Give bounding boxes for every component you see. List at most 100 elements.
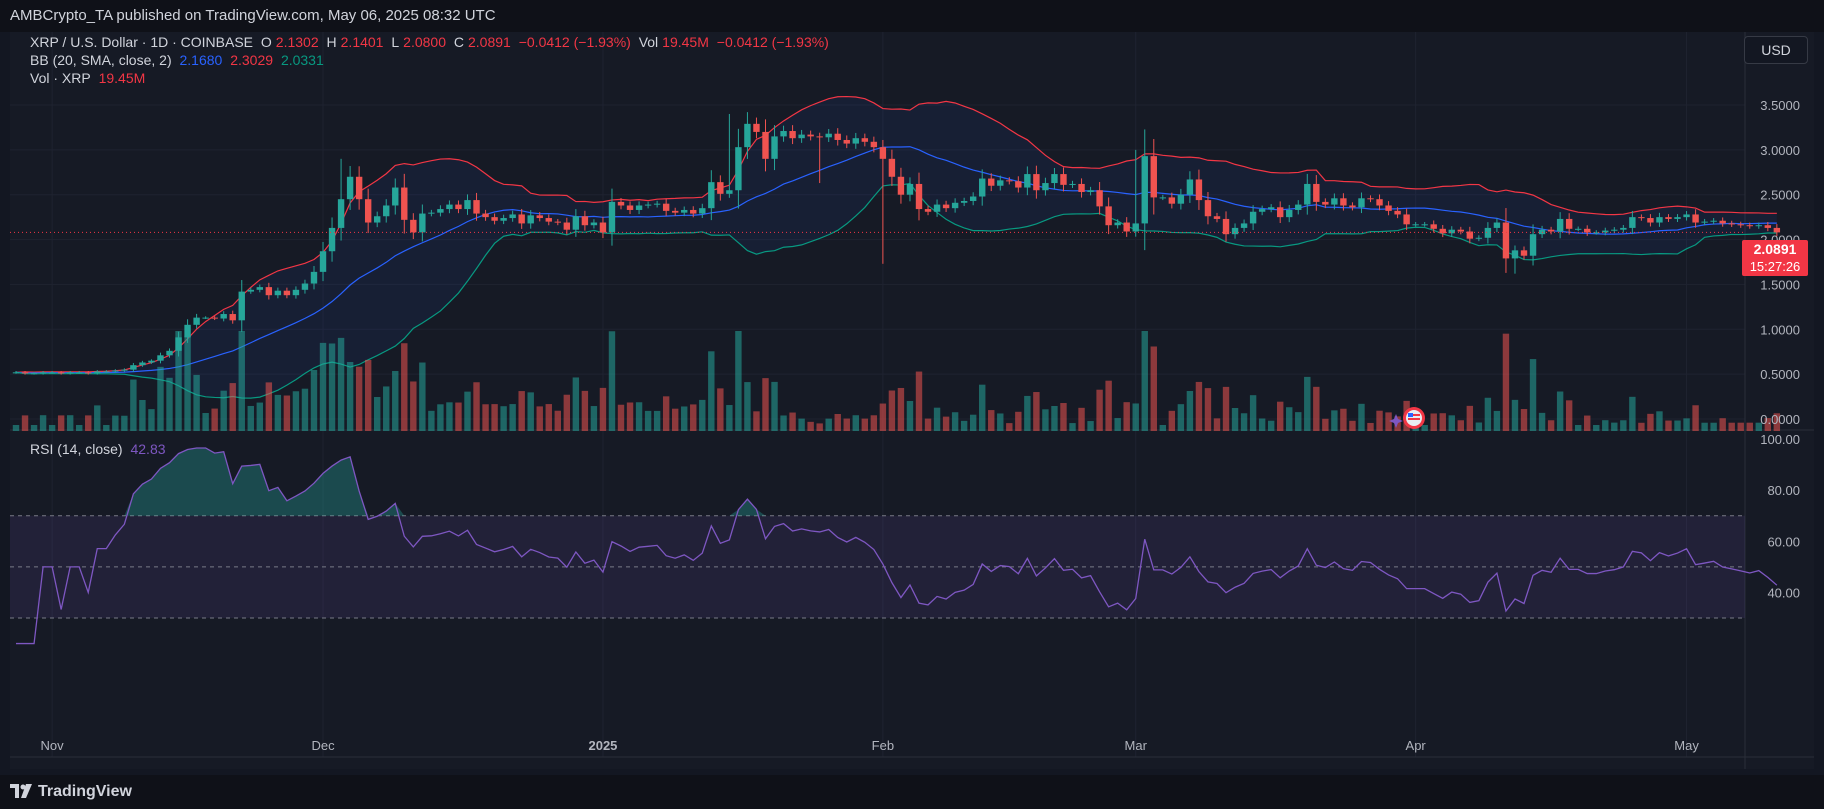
volume-bar bbox=[1439, 413, 1446, 431]
candlesticks[interactable] bbox=[12, 112, 1781, 375]
volume-bar bbox=[139, 400, 146, 431]
candle-body bbox=[355, 176, 363, 200]
candle-body bbox=[1448, 229, 1455, 234]
candle-body bbox=[662, 203, 670, 211]
chart-canvas[interactable]: 3.50003.00002.50002.00001.50001.00000.50… bbox=[10, 32, 1814, 769]
volume-bar bbox=[1683, 418, 1690, 431]
candle-body bbox=[915, 183, 923, 210]
bb-basis-line bbox=[15, 146, 1777, 374]
time-tick-label: Apr bbox=[1406, 738, 1427, 753]
bb-fill bbox=[16, 96, 1777, 399]
volume-bar bbox=[1114, 418, 1121, 431]
candle-body bbox=[21, 372, 29, 374]
volume-bar bbox=[21, 415, 29, 431]
candle-body bbox=[924, 209, 932, 212]
volume-bar bbox=[762, 378, 769, 431]
candle-body bbox=[364, 199, 372, 223]
candle-body bbox=[1195, 179, 1203, 201]
candle-body bbox=[39, 372, 47, 374]
candle-body bbox=[57, 372, 65, 374]
candle-body bbox=[1584, 228, 1591, 233]
volume-bar bbox=[1511, 399, 1519, 431]
volume-bar bbox=[66, 415, 74, 431]
volume-bar bbox=[1755, 422, 1762, 431]
candle-body bbox=[1231, 227, 1239, 235]
candle-body bbox=[699, 208, 706, 214]
candle-body bbox=[157, 355, 164, 361]
candle-body bbox=[139, 362, 146, 366]
currency-button[interactable]: USD bbox=[1744, 36, 1808, 64]
footer: TradingView bbox=[0, 775, 1824, 809]
volume-bar bbox=[121, 415, 128, 431]
volume-bar bbox=[1385, 412, 1392, 431]
volume-bar bbox=[997, 413, 1004, 431]
tradingview-logo-icon[interactable] bbox=[10, 784, 34, 798]
candle-body bbox=[1376, 199, 1383, 206]
candle-body bbox=[635, 205, 643, 210]
candle-body bbox=[1087, 190, 1094, 193]
volume-bar bbox=[1620, 420, 1627, 431]
volume-bar bbox=[852, 415, 859, 431]
volume-bar bbox=[906, 401, 914, 431]
candle-body bbox=[545, 218, 552, 222]
candle-body bbox=[563, 222, 571, 230]
candle-body bbox=[1394, 210, 1401, 215]
candle-body bbox=[1620, 227, 1627, 230]
volume-bar bbox=[1033, 392, 1040, 431]
volume-bar bbox=[834, 413, 841, 431]
volume-bar bbox=[969, 414, 977, 431]
volume-bar bbox=[933, 407, 941, 431]
bollinger-bands bbox=[15, 95, 1777, 399]
volume-bar bbox=[735, 331, 742, 431]
footer-brand[interactable]: TradingView bbox=[38, 783, 132, 800]
volume-bar bbox=[1665, 420, 1672, 431]
candle-body bbox=[419, 213, 426, 233]
volume-bar bbox=[1349, 420, 1356, 431]
volume-bar bbox=[157, 366, 164, 431]
candle-body bbox=[1529, 234, 1537, 256]
volume-bar bbox=[518, 391, 525, 431]
open-value: 2.1302 bbox=[275, 34, 319, 50]
candle-body bbox=[969, 196, 977, 201]
candle-body bbox=[681, 209, 688, 213]
volume-bar bbox=[1159, 425, 1167, 431]
time-tick-label: Feb bbox=[872, 738, 894, 753]
price-tick-label: 0.5000 bbox=[1760, 367, 1800, 382]
candle-body bbox=[1051, 174, 1058, 184]
candle-body bbox=[1565, 218, 1573, 229]
volume-bar bbox=[1556, 391, 1564, 431]
candle-body bbox=[1042, 183, 1049, 191]
chart-frame[interactable]: 3.50003.00002.50002.00001.50001.00000.50… bbox=[10, 32, 1814, 769]
candle-body bbox=[1340, 198, 1347, 206]
volume-bar bbox=[428, 410, 435, 431]
volume-bar bbox=[1701, 422, 1708, 431]
volume-bar bbox=[1168, 410, 1176, 431]
candle-body bbox=[1168, 197, 1176, 204]
candle-body bbox=[942, 204, 950, 209]
price-tick-label: 3.0000 bbox=[1760, 143, 1800, 158]
candle-body bbox=[690, 209, 697, 214]
time-tick-label: May bbox=[1674, 738, 1699, 753]
volume-bar bbox=[816, 423, 823, 431]
volume-bar bbox=[1087, 421, 1094, 431]
candle-body bbox=[346, 176, 354, 200]
volume-bar bbox=[310, 369, 318, 431]
volume-bar bbox=[419, 362, 426, 431]
flag-icon[interactable] bbox=[1403, 407, 1425, 429]
candle-body bbox=[455, 204, 462, 210]
candle-body bbox=[671, 210, 679, 213]
volume-bar bbox=[924, 418, 932, 431]
volume-bar bbox=[789, 412, 796, 431]
candle-body bbox=[1728, 223, 1735, 225]
volume-bar bbox=[1150, 346, 1157, 431]
candle-body bbox=[798, 134, 805, 139]
volume-bar bbox=[1267, 420, 1275, 431]
volume-bar bbox=[644, 410, 652, 431]
candle-body bbox=[536, 215, 543, 219]
volume-bar bbox=[626, 402, 634, 431]
candle-body bbox=[1015, 181, 1022, 188]
volume-bar bbox=[1547, 420, 1555, 431]
candle-body bbox=[1466, 231, 1474, 239]
volume-bar bbox=[193, 374, 200, 431]
volume-bar bbox=[103, 425, 110, 431]
